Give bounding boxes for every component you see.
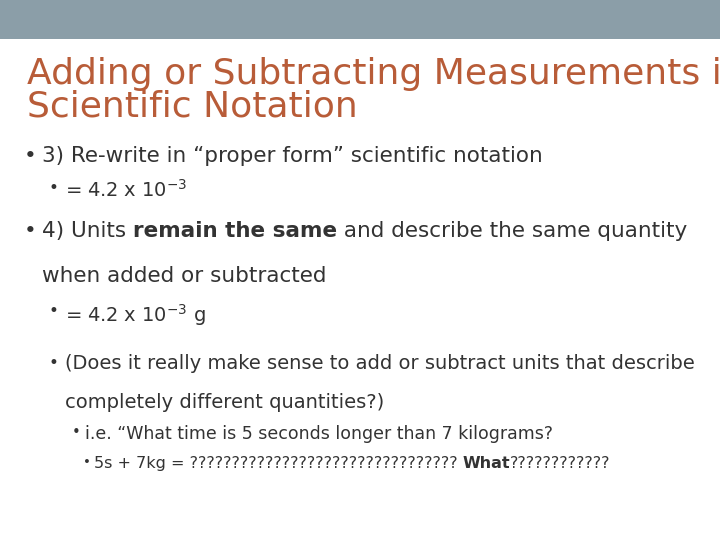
Text: 3) Re-write in “proper form” scientific notation: 3) Re-write in “proper form” scientific … bbox=[42, 146, 542, 166]
Text: 4) Units: 4) Units bbox=[42, 221, 132, 241]
Text: (Does it really make sense to add or subtract units that describe: (Does it really make sense to add or sub… bbox=[65, 354, 695, 373]
Text: and describe the same quantity: and describe the same quantity bbox=[337, 221, 687, 241]
Text: remain the same: remain the same bbox=[132, 221, 337, 241]
Text: completely different quantities?): completely different quantities?) bbox=[65, 393, 384, 411]
Text: when added or subtracted: when added or subtracted bbox=[42, 266, 326, 286]
Text: •: • bbox=[49, 354, 59, 372]
Text: •: • bbox=[24, 146, 37, 166]
Bar bbox=[0, 0, 720, 39]
Text: ????????????: ???????????? bbox=[510, 456, 611, 471]
Text: = 4.2 x 10$^{-3}$: = 4.2 x 10$^{-3}$ bbox=[65, 179, 187, 201]
Text: = 4.2 x 10$^{-3}$ g: = 4.2 x 10$^{-3}$ g bbox=[65, 302, 206, 328]
Text: •: • bbox=[83, 456, 91, 469]
Text: 5s + 7kg = ????????????????????????????????: 5s + 7kg = ?????????????????????????????… bbox=[94, 456, 462, 471]
Text: What: What bbox=[462, 456, 510, 471]
Text: Scientific Notation: Scientific Notation bbox=[27, 89, 358, 123]
Text: •: • bbox=[49, 179, 59, 197]
Text: Adding or Subtracting Measurements in: Adding or Subtracting Measurements in bbox=[27, 57, 720, 91]
Text: •: • bbox=[72, 425, 81, 440]
Text: •: • bbox=[49, 302, 59, 320]
Text: i.e. “What time is 5 seconds longer than 7 kilograms?: i.e. “What time is 5 seconds longer than… bbox=[85, 425, 553, 443]
Text: •: • bbox=[24, 221, 37, 241]
